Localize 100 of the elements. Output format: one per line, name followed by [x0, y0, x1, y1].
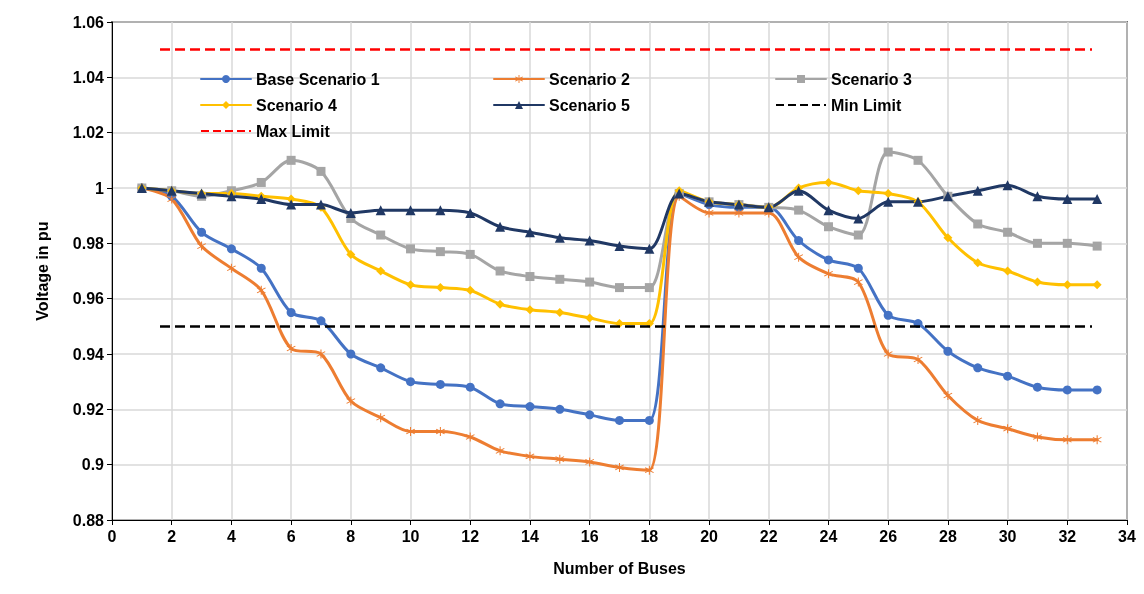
- legend-label: Scenario 3: [831, 70, 913, 88]
- x-tick-label: 18: [640, 527, 659, 545]
- point: [644, 283, 654, 293]
- point: [256, 177, 266, 187]
- point: [197, 241, 207, 251]
- point: [853, 186, 863, 196]
- x-tick-label: 8: [346, 527, 356, 545]
- point: [973, 363, 983, 373]
- point: [226, 244, 236, 254]
- point: [704, 208, 714, 218]
- point: [346, 249, 356, 259]
- x-tick-label: 4: [226, 527, 236, 545]
- y-tick-label: 1.02: [72, 124, 105, 142]
- point: [465, 285, 475, 295]
- point: [495, 266, 505, 276]
- point: [435, 205, 446, 216]
- point: [316, 316, 326, 326]
- point: [286, 343, 296, 353]
- point: [286, 155, 296, 165]
- point: [883, 349, 893, 359]
- point: [913, 155, 923, 165]
- point: [554, 232, 565, 243]
- point: [1003, 424, 1013, 434]
- x-tick-label: 14: [521, 527, 539, 545]
- y-tick-label: 0.96: [72, 290, 105, 308]
- y-tick-label: 0.88: [72, 511, 105, 529]
- point: [316, 349, 326, 359]
- point: [1032, 382, 1042, 392]
- x-tick-label: 12: [461, 527, 480, 545]
- point: [823, 269, 833, 279]
- point: [555, 274, 565, 284]
- point: [644, 465, 654, 475]
- point: [973, 258, 983, 268]
- x-tick-label: 24: [819, 527, 838, 545]
- point: [1062, 385, 1072, 395]
- point: [525, 402, 535, 412]
- point: [1092, 194, 1103, 205]
- point: [614, 241, 625, 252]
- point: [615, 283, 624, 293]
- x-tick-label: 30: [998, 527, 1017, 545]
- point: [465, 432, 475, 442]
- point: [853, 213, 864, 224]
- point: [883, 196, 894, 207]
- point: [615, 462, 624, 472]
- point: [644, 243, 655, 254]
- point: [1003, 266, 1013, 276]
- point: [1032, 277, 1042, 287]
- point: [1032, 432, 1042, 442]
- x-tick-label: 34: [1118, 527, 1136, 545]
- point: [256, 194, 267, 205]
- legend-label: Scenario 5: [549, 96, 631, 114]
- point: [435, 247, 445, 257]
- point: [435, 379, 445, 389]
- point: [1092, 280, 1102, 290]
- y-tick-label: 1.06: [72, 13, 105, 31]
- point: [644, 415, 654, 425]
- point: [1092, 241, 1102, 251]
- x-tick-label: 26: [879, 527, 898, 545]
- point: [465, 207, 476, 218]
- point: [525, 451, 535, 461]
- point: [615, 415, 624, 425]
- point: [883, 189, 893, 199]
- x-tick-label: 20: [700, 527, 719, 545]
- point: [1003, 371, 1013, 381]
- point: [973, 219, 983, 229]
- point: [823, 255, 833, 265]
- point: [495, 221, 506, 232]
- y-tick-label: 1.04: [72, 68, 105, 86]
- legend-label: Base Scenario 1: [256, 70, 380, 88]
- point: [256, 285, 266, 295]
- legend-label: Scenario 2: [549, 70, 631, 88]
- y-tick-label: 1: [95, 179, 105, 197]
- point: [1062, 435, 1072, 445]
- point: [1002, 180, 1013, 191]
- point: [585, 457, 595, 467]
- point: [495, 299, 505, 309]
- point: [853, 263, 863, 273]
- point: [585, 277, 595, 287]
- point: [853, 230, 863, 240]
- point: [1092, 435, 1102, 445]
- x-tick-label: 22: [759, 527, 778, 545]
- x-tick-label: 6: [286, 527, 296, 545]
- point: [406, 426, 416, 436]
- point: [943, 391, 953, 400]
- point: [465, 249, 475, 259]
- point: [376, 413, 386, 423]
- point: [555, 404, 565, 414]
- point: [345, 207, 356, 218]
- point: [585, 410, 595, 420]
- point: [794, 236, 804, 246]
- x-tick-label: 32: [1058, 527, 1077, 545]
- point: [883, 147, 893, 157]
- x-tick-label: 10: [401, 527, 420, 545]
- point: [346, 396, 356, 406]
- point: [1003, 227, 1013, 237]
- point: [286, 199, 297, 210]
- y-tick-label: 0.92: [72, 400, 105, 418]
- point: [375, 205, 386, 216]
- point: [943, 233, 953, 243]
- point: [376, 266, 386, 276]
